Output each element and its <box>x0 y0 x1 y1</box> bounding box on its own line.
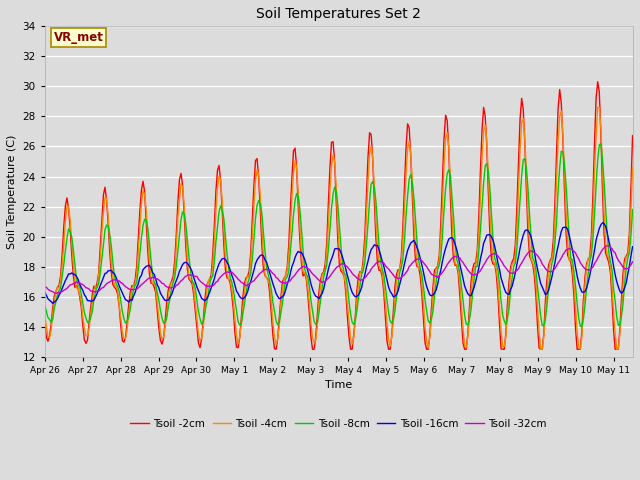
Legend: Tsoil -2cm, Tsoil -4cm, Tsoil -8cm, Tsoil -16cm, Tsoil -32cm: Tsoil -2cm, Tsoil -4cm, Tsoil -8cm, Tsoi… <box>126 415 551 433</box>
Tsoil -16cm <box>241 295 248 300</box>
Tsoil -2cm <box>342 289 349 295</box>
Tsoil -8cm <box>597 141 605 146</box>
Tsoil -16cm <box>49 300 56 306</box>
Tsoil -32cm <box>139 281 147 287</box>
Tsoil -32cm <box>342 263 349 269</box>
Tsoil -2cm <box>594 79 602 84</box>
Line: Tsoil -32cm: Tsoil -32cm <box>45 246 632 293</box>
Text: VR_met: VR_met <box>54 31 104 44</box>
Tsoil -8cm <box>628 206 636 212</box>
Tsoil -32cm <box>474 271 481 276</box>
Title: Soil Temperatures Set 2: Soil Temperatures Set 2 <box>256 7 421 21</box>
Y-axis label: Soil Temperature (C): Soil Temperature (C) <box>7 134 17 249</box>
Tsoil -8cm <box>340 270 348 276</box>
Tsoil -32cm <box>604 243 611 249</box>
Tsoil -8cm <box>41 302 49 308</box>
Tsoil -2cm <box>138 187 145 193</box>
Tsoil -16cm <box>139 267 147 273</box>
Tsoil -32cm <box>628 259 636 264</box>
Tsoil -8cm <box>620 300 627 306</box>
Tsoil -32cm <box>241 282 248 288</box>
X-axis label: Time: Time <box>325 380 352 390</box>
Line: Tsoil -16cm: Tsoil -16cm <box>45 223 632 303</box>
Line: Tsoil -8cm: Tsoil -8cm <box>45 144 632 326</box>
Tsoil -4cm <box>595 104 603 110</box>
Tsoil -4cm <box>115 303 123 309</box>
Tsoil -2cm <box>41 319 49 325</box>
Tsoil -16cm <box>342 266 349 272</box>
Tsoil -32cm <box>117 279 125 285</box>
Tsoil -4cm <box>340 273 348 278</box>
Tsoil -2cm <box>115 304 123 310</box>
Tsoil -16cm <box>474 272 481 277</box>
Tsoil -4cm <box>628 165 636 170</box>
Tsoil -4cm <box>537 347 545 352</box>
Tsoil -8cm <box>239 311 246 317</box>
Tsoil -16cm <box>620 288 627 294</box>
Tsoil -2cm <box>239 295 246 300</box>
Tsoil -8cm <box>115 288 123 294</box>
Tsoil -4cm <box>620 282 627 288</box>
Line: Tsoil -2cm: Tsoil -2cm <box>45 82 632 349</box>
Tsoil -2cm <box>272 347 280 352</box>
Tsoil -2cm <box>628 133 636 139</box>
Line: Tsoil -4cm: Tsoil -4cm <box>45 107 632 349</box>
Tsoil -4cm <box>138 201 145 206</box>
Tsoil -2cm <box>474 247 481 253</box>
Tsoil -8cm <box>578 324 586 329</box>
Tsoil -4cm <box>41 313 49 319</box>
Tsoil -4cm <box>239 305 246 311</box>
Tsoil -4cm <box>472 263 479 268</box>
Tsoil -2cm <box>620 271 627 276</box>
Tsoil -16cm <box>117 287 125 292</box>
Tsoil -16cm <box>41 289 49 295</box>
Tsoil -8cm <box>472 264 479 270</box>
Tsoil -16cm <box>598 220 606 226</box>
Tsoil -32cm <box>620 264 627 270</box>
Tsoil -8cm <box>138 235 145 241</box>
Tsoil -16cm <box>628 244 636 250</box>
Tsoil -32cm <box>41 284 49 290</box>
Tsoil -32cm <box>52 290 60 296</box>
